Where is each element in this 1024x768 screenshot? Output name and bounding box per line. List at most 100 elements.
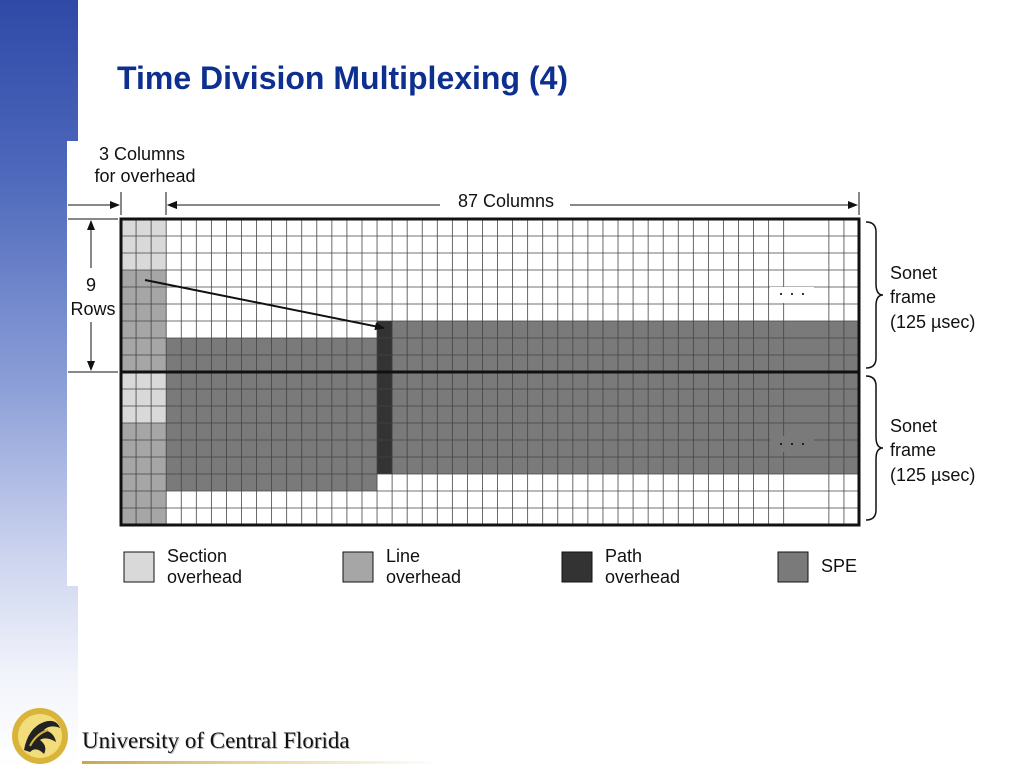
frame-cell: [181, 406, 197, 424]
frame-cell: [256, 372, 272, 390]
frame-cell: [602, 304, 619, 322]
frame-cell: [226, 219, 242, 237]
frame-cell: [663, 321, 679, 339]
frame-cell: [512, 338, 528, 356]
frame-cell: [467, 236, 483, 254]
frame-cell: [407, 406, 423, 424]
frame-cell: [693, 236, 709, 254]
frame-cell: [587, 508, 604, 526]
frame-cell: [813, 406, 830, 424]
frame-cell: [482, 253, 498, 271]
frame-cell: [798, 423, 815, 441]
frame-cell: [512, 491, 528, 509]
frame-cell: [316, 440, 333, 458]
frame-cell: [542, 440, 559, 458]
frame-cell: [121, 236, 137, 254]
frame-cell: [377, 389, 393, 407]
frame-cell: [557, 457, 574, 475]
frame-cell: [753, 389, 769, 407]
frame-cell: [648, 253, 664, 271]
frame-cell: [437, 304, 453, 322]
frame-cell: [392, 355, 408, 373]
frame-cell: [753, 270, 769, 288]
frame-cell: [602, 253, 619, 271]
frame-cell: [181, 338, 197, 356]
frame-cell: [226, 406, 242, 424]
frame-cell: [843, 270, 860, 288]
frame-cell: [361, 236, 378, 254]
frame-cell: [226, 355, 242, 373]
frame-cell: [783, 457, 800, 475]
frame-cell: [136, 338, 152, 356]
frame-cell: [407, 389, 423, 407]
slide-title: Time Division Multiplexing (4): [117, 60, 569, 96]
frame-cell: [301, 270, 318, 288]
frame-cell: [512, 372, 528, 390]
frame-cell: [331, 287, 348, 305]
frame-cell: [346, 508, 363, 526]
frame-cell: [572, 219, 589, 237]
frame-cell: [377, 321, 393, 339]
frame-cell: [708, 270, 724, 288]
frame-cell: [226, 287, 242, 305]
frame-cell: [346, 406, 363, 424]
frame-cell: [587, 304, 604, 322]
frame-cell: [361, 440, 378, 458]
frame-cell: [346, 389, 363, 407]
frame-cell: [437, 287, 453, 305]
frame-cell: [452, 440, 468, 458]
frame-cell: [346, 321, 363, 339]
frame-cell: [512, 304, 528, 322]
frame-cell: [708, 457, 724, 475]
frame-cell: [211, 491, 227, 509]
frame-cell: [286, 474, 303, 492]
frame-cell: [226, 372, 242, 390]
frame-cell: [151, 457, 167, 475]
frame-cell: [482, 270, 498, 288]
frame-cell: [301, 474, 318, 492]
frame-cell: [181, 474, 197, 492]
frame-cell: [708, 287, 724, 305]
frame-cell: [512, 406, 528, 424]
frame-cell: [572, 270, 589, 288]
frame-cell: [136, 287, 152, 305]
frame-cell: [166, 457, 182, 475]
frame-cell: [542, 304, 559, 322]
frame-cell: [572, 474, 589, 492]
frame-cell: [211, 508, 227, 526]
frame-cell: [768, 389, 784, 407]
frame-cell: [618, 491, 634, 509]
frame-cell: [723, 338, 739, 356]
frame-cell: [467, 270, 483, 288]
frame-cell: [377, 287, 393, 305]
frame-cell: [572, 253, 589, 271]
frame-cell: [738, 236, 754, 254]
frame-cell: [151, 508, 167, 526]
university-name: University of Central Florida: [82, 728, 350, 753]
frame-cell: [211, 355, 227, 373]
frame-cell: [527, 508, 544, 526]
frame-cell: [587, 440, 604, 458]
frame-cell: [196, 372, 212, 390]
frame-cell: [648, 389, 664, 407]
frame-cell: [602, 355, 619, 373]
frame-cell: [482, 457, 498, 475]
frame-cell: [813, 321, 830, 339]
frame-cell: [377, 423, 393, 441]
frame-cell: [166, 236, 182, 254]
frame-cell: [678, 321, 694, 339]
legend-label-section-2: overhead: [167, 567, 242, 587]
frame-cell: [316, 372, 333, 390]
frame-cell: [753, 423, 769, 441]
frame-cell: [512, 474, 528, 492]
frame-cell: [708, 389, 724, 407]
frame-cell: [301, 321, 318, 339]
frame-cell: [256, 321, 272, 339]
frame-cell: [768, 219, 784, 237]
frame-cell: [286, 440, 303, 458]
legend-label-line-1: Line: [386, 546, 420, 566]
frame-cell: [437, 372, 453, 390]
frame-cell: [663, 389, 679, 407]
frame-cell: [572, 338, 589, 356]
frame-cell: [256, 270, 272, 288]
